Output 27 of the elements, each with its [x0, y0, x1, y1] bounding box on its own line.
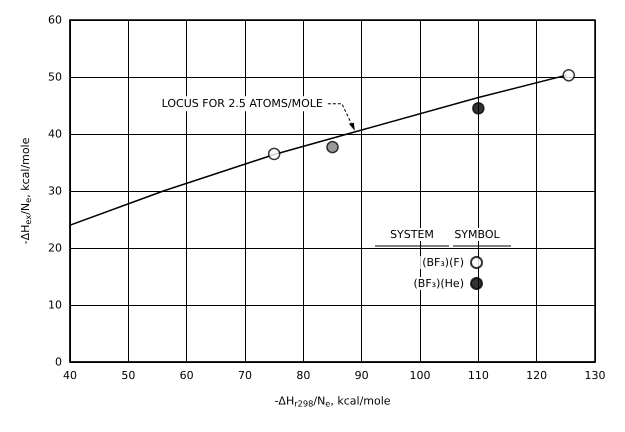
annotation: LOCUS FOR 2.5 ATOMS/MOLE	[162, 97, 323, 110]
y-tick-label: 50	[48, 70, 62, 84]
annotation: SYMBOL	[454, 228, 501, 241]
x-tick-label: 40	[63, 369, 77, 382]
y-tick-label: 0	[55, 356, 62, 368]
legend-title: SYSTEM	[390, 228, 434, 241]
x-tick-label: 100	[410, 369, 430, 382]
y-tick-label: 30	[48, 184, 62, 198]
point	[326, 140, 339, 154]
y-tick-label: 60	[48, 14, 62, 26]
point	[472, 102, 485, 115]
x-tick-label: 120	[526, 369, 548, 382]
y-axis-title: -ΔHex/Ne, kcal/mole	[18, 137, 33, 244]
x-tick-label: 60	[180, 369, 194, 382]
x-tick-label: 130	[584, 369, 606, 382]
point	[562, 69, 575, 82]
y-tick-label: 20	[48, 242, 62, 254]
x-tick-label: 50	[121, 369, 136, 382]
x-tick-label: 90	[354, 369, 369, 382]
x-tick-label: 110	[468, 369, 489, 382]
y-tick-label: 10	[48, 298, 62, 312]
legend-label: (BF₃)(F)	[422, 256, 464, 269]
y-tick-label: 40	[48, 128, 62, 140]
legend-label: (BF₃)(He)	[414, 277, 464, 290]
point	[268, 148, 280, 160]
x-tick-label: 70	[238, 369, 252, 382]
x-tick-label: 80	[296, 369, 310, 382]
